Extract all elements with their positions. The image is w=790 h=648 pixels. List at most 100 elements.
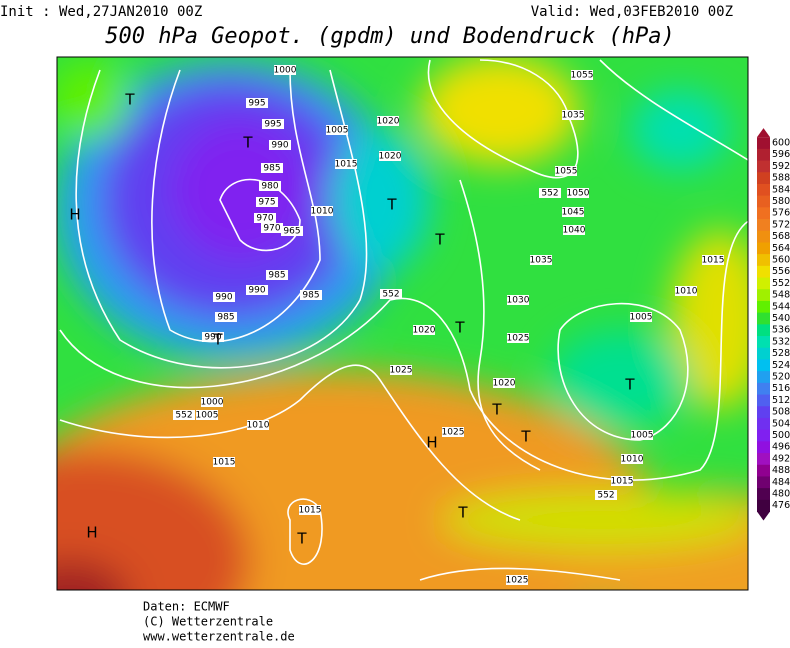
colorbar-swatch (757, 265, 770, 279)
pressure-center: H (86, 524, 97, 542)
colorbar-label: 568 (772, 231, 790, 242)
isobar-label: 975 (258, 198, 275, 208)
isobar-label-box (300, 290, 322, 300)
colorbar-swatch (757, 417, 770, 431)
colorbar-label: 512 (772, 395, 790, 406)
colorbar-label: 596 (772, 149, 790, 160)
isobar-label-box (266, 270, 288, 280)
isobar-label-box (213, 457, 235, 467)
colorbar-label: 500 (772, 430, 790, 441)
isobar-label: 995 (248, 99, 265, 109)
colorbar-label: 592 (772, 161, 790, 172)
colorbar-swatch (757, 277, 770, 290)
colorbar-label: 572 (772, 219, 790, 230)
isobar-label: 970 (263, 224, 280, 234)
colorbar-swatch (757, 254, 770, 267)
isobar-label-box (507, 295, 529, 305)
colorbar-swatch (757, 219, 770, 232)
isobar-label-box (631, 430, 653, 440)
isobar-label: 1010 (247, 421, 270, 431)
isobar-label: 1035 (562, 111, 585, 121)
colorbar-label: 552 (772, 278, 790, 289)
colorbar-swatch (757, 242, 770, 255)
isobar-label: 1000 (201, 398, 224, 408)
isobar-label-box (630, 312, 652, 322)
isobar-label-box (196, 410, 218, 420)
colorbar-label: 476 (772, 500, 790, 511)
colorbar-swatch (757, 406, 770, 419)
colorbar-label: 484 (772, 477, 790, 488)
isobar-label: 1050 (567, 189, 590, 199)
isobar-label-box (246, 285, 268, 295)
colorbar-swatch (757, 336, 770, 349)
init-time: Init : Wed,27JAN2010 00Z (0, 4, 202, 20)
colorbar-swatch (757, 464, 770, 477)
colorbar-label: 508 (772, 407, 790, 418)
isobar-label-box (675, 286, 697, 296)
isobar-label-box (201, 397, 223, 407)
isobar-label: 985 (263, 164, 280, 174)
pressure-center: T (212, 331, 223, 349)
isobar-label: 1020 (377, 117, 400, 127)
colorbar-label: 588 (772, 173, 790, 184)
colorbar-swatch (757, 441, 770, 454)
isobar-label: 1015 (611, 477, 634, 487)
isobar-label-box (274, 65, 296, 75)
isobar-label: 980 (261, 182, 278, 192)
valid-time: Valid: Wed,03FEB2010 00Z (531, 4, 733, 20)
isobar-label: 1010 (621, 455, 644, 465)
colorbar-label: 544 (772, 301, 790, 312)
colorbar-label: 516 (772, 383, 790, 394)
colorbar-arrow-bottom (757, 511, 770, 521)
colorbar-swatch (757, 183, 770, 197)
isobar-label: 1005 (630, 313, 653, 323)
isobar-label-box (326, 125, 348, 135)
isobar-label: 970 (256, 214, 273, 224)
isobar-label: 990 (248, 286, 265, 296)
isobar-label-box (261, 163, 283, 173)
colorbar-swatch (757, 312, 770, 325)
colorbar-label: 556 (772, 266, 790, 277)
colorbar-swatch (757, 300, 770, 314)
isobar-label-box (555, 166, 577, 176)
colorbar-label: 580 (772, 196, 790, 207)
colorbar-swatch (757, 324, 770, 337)
colorbar-label: 532 (772, 336, 790, 347)
pressure-center: T (454, 319, 465, 337)
isobar-label: 995 (264, 120, 281, 130)
isobar-label-box (442, 427, 464, 437)
isobar-label: 1025 (506, 576, 529, 586)
isobar-label-box (595, 490, 617, 500)
isobar-label: 1055 (555, 167, 578, 177)
isobar-label: 1005 (196, 411, 219, 421)
colorbar-label: 600 (772, 138, 790, 149)
isobar-label-box (571, 70, 593, 80)
colorbar-swatch (757, 160, 770, 173)
isobar-label: 990 (271, 141, 288, 151)
isobar-label-box (621, 454, 643, 464)
isobar-label-box (247, 420, 269, 430)
colorbar-label: 560 (772, 255, 790, 266)
colorbar-swatch (757, 347, 770, 360)
isobar-label-box (379, 151, 401, 161)
isobar-label-box (413, 325, 435, 335)
pressure-center: T (124, 91, 135, 109)
colorbar-swatch (757, 207, 770, 220)
isobar-label-box (611, 476, 633, 486)
isobar-label: 1020 (493, 379, 516, 389)
isobar-label-box (335, 159, 357, 169)
isobar-label-box (562, 110, 584, 120)
isobar-label: 985 (217, 313, 234, 323)
isobar-label: 990 (215, 293, 232, 303)
isobar-label: 985 (302, 291, 319, 301)
colorbar-label: 548 (772, 290, 790, 301)
isobar-label: 552 (541, 189, 558, 199)
footer-line: Daten: ECMWF (143, 600, 230, 614)
isobar-label-box (539, 188, 561, 198)
isobar-label: 1020 (379, 152, 402, 162)
isobar-label-box (380, 289, 402, 299)
pressure-center: T (491, 401, 502, 419)
pressure-center: T (520, 428, 531, 446)
isobar-label-box (507, 333, 529, 343)
